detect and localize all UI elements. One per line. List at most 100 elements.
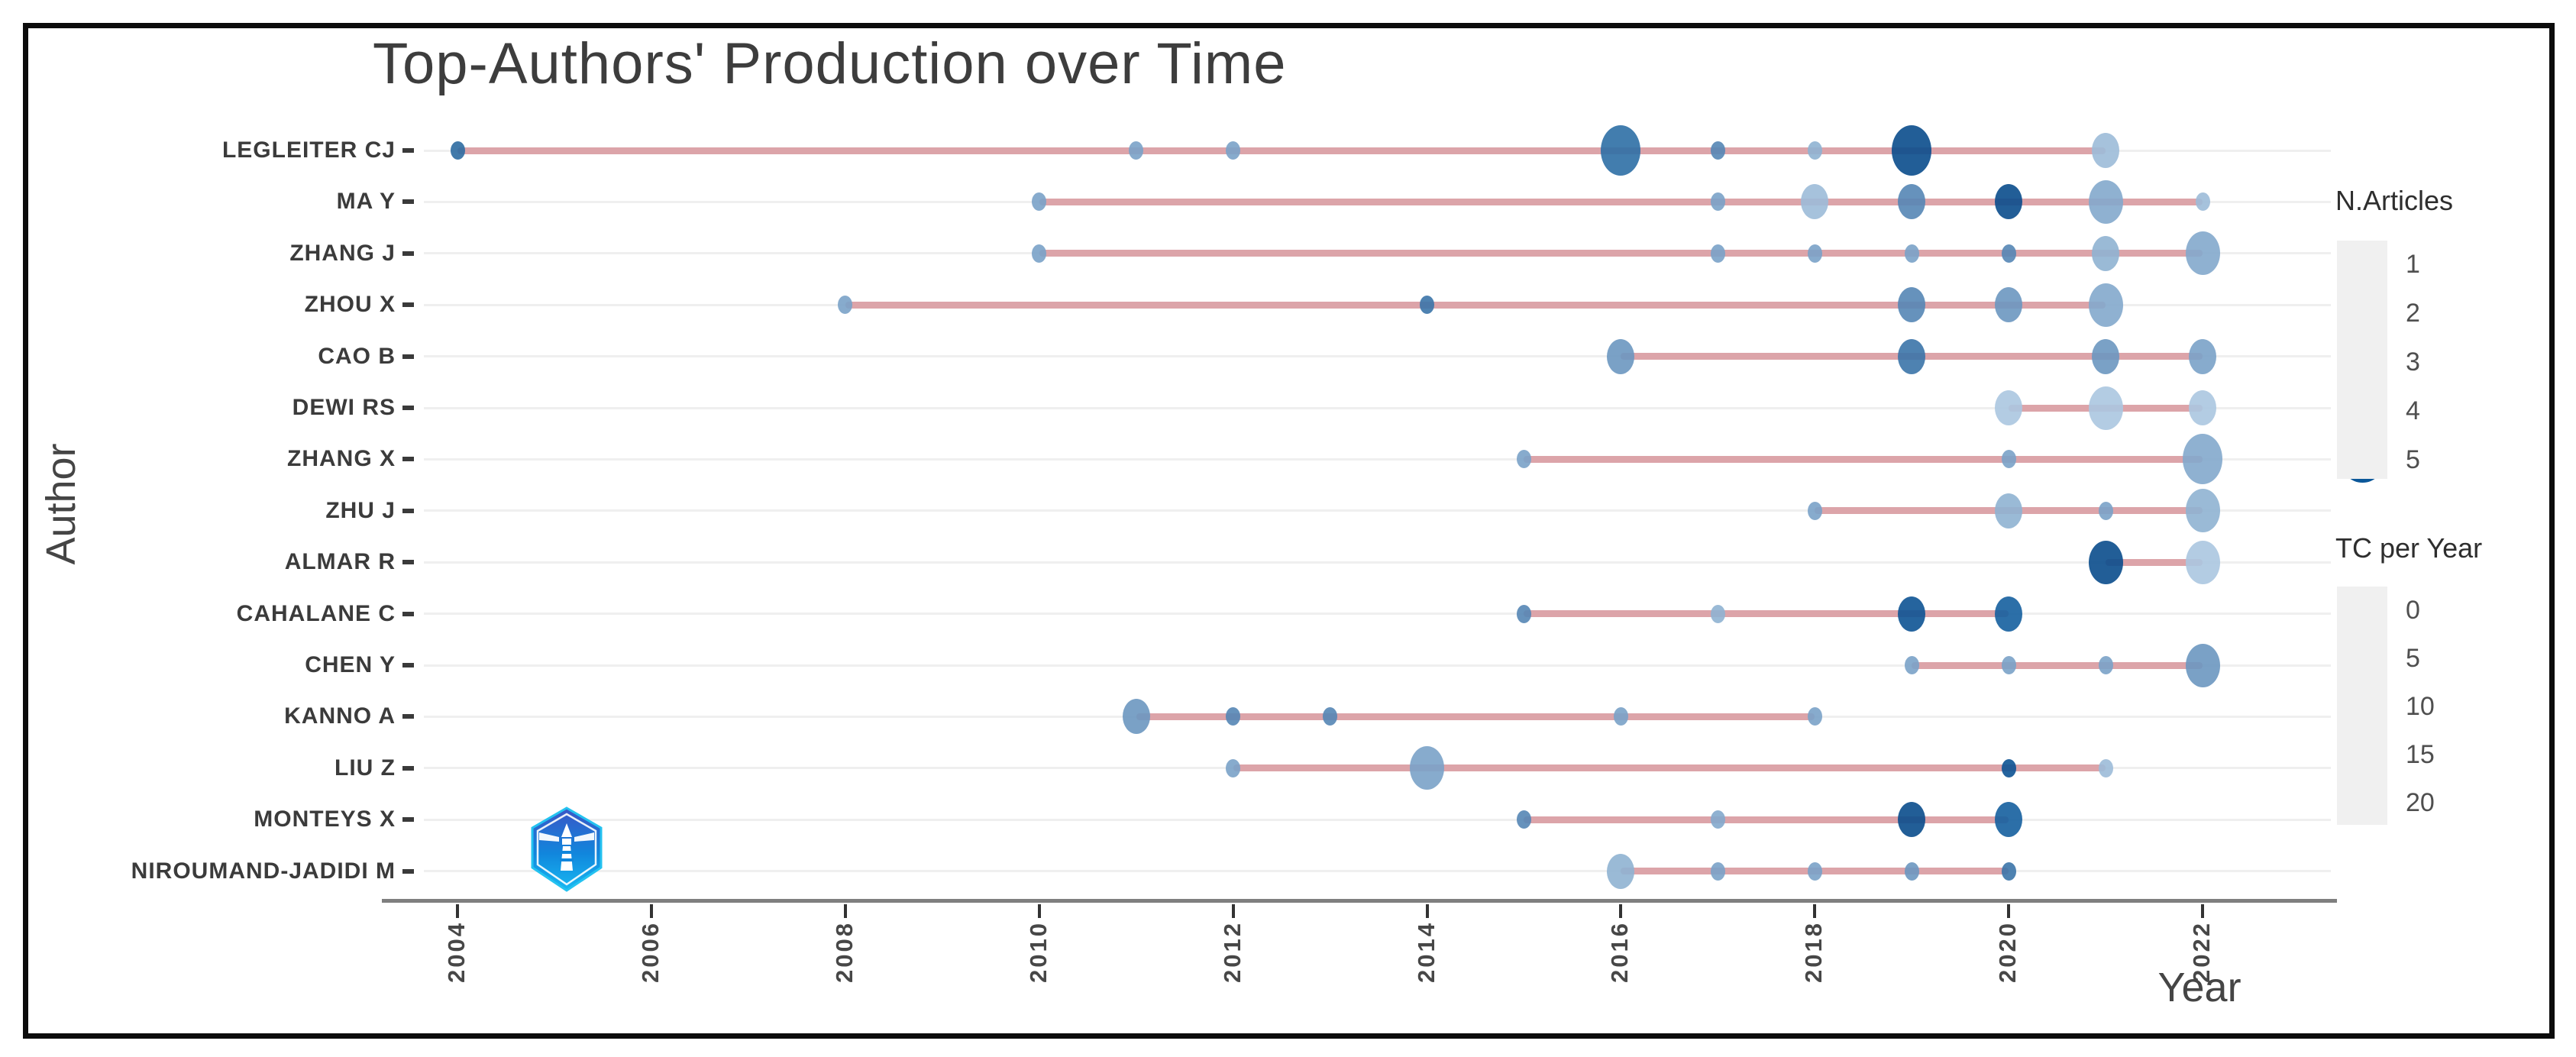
production-dot — [1516, 450, 1531, 469]
row-gridline — [424, 870, 2331, 873]
production-dot — [1226, 141, 1241, 160]
production-dot — [1995, 390, 2023, 425]
legend-size-label: 4 — [2406, 396, 2420, 425]
production-dot — [1807, 244, 1822, 263]
production-dot — [1516, 810, 1531, 829]
legend-color-label: 15 — [2406, 740, 2435, 769]
x-axis-tick-label: 2012 — [1218, 921, 1246, 983]
x-axis-tick-label: 2020 — [1994, 921, 2022, 983]
row-gridline — [424, 561, 2331, 564]
production-dot — [1995, 596, 2023, 632]
production-dot — [1226, 758, 1241, 777]
author-timeline-line — [1524, 610, 2009, 618]
production-dot — [1995, 287, 2023, 323]
production-dot — [1710, 810, 1725, 829]
y-axis-author-label: LEGLEITER CJ — [221, 137, 396, 163]
production-dot — [1807, 707, 1822, 726]
production-dot — [1710, 141, 1725, 160]
production-dot — [1410, 746, 1444, 790]
x-axis-tick-label: 2008 — [830, 921, 858, 983]
legend-color-label: 20 — [2406, 788, 2435, 817]
chart-title: Top-Authors' Production over Time — [373, 31, 1287, 96]
x-axis-tick — [1813, 904, 1817, 918]
production-dot — [2001, 758, 2016, 777]
x-axis-tick — [2201, 904, 2205, 918]
production-dot — [1904, 861, 1919, 881]
legend-color-label: 10 — [2406, 692, 2435, 721]
y-axis-author-label: ALMAR R — [284, 549, 396, 575]
production-dot — [1995, 184, 2023, 220]
y-axis-tick — [402, 663, 414, 667]
production-dot — [2189, 338, 2217, 374]
production-dot — [2088, 179, 2123, 224]
x-axis-tick-label: 2016 — [1606, 921, 1634, 983]
row-gridline — [424, 509, 2331, 512]
y-axis-author-label: MONTEYS X — [254, 806, 396, 832]
y-axis-author-label: ZHU J — [325, 497, 396, 523]
legend-articles-strip — [2337, 241, 2387, 479]
chart-frame — [23, 23, 2555, 1039]
x-axis-tick — [1231, 904, 1235, 918]
production-dot — [838, 296, 853, 315]
row-gridline — [424, 355, 2331, 358]
production-dot — [1904, 244, 1919, 263]
production-dot — [1898, 184, 1926, 220]
author-timeline-line — [1136, 713, 1815, 720]
y-axis-tick — [402, 868, 414, 874]
y-axis-tick — [402, 251, 414, 256]
production-dot — [1995, 802, 2023, 838]
production-dot — [2185, 231, 2220, 276]
x-axis-line — [382, 899, 2337, 903]
author-timeline-line — [457, 147, 2106, 154]
y-axis-author-label: KANNO A — [284, 703, 396, 729]
legend-size-label: 5 — [2406, 445, 2420, 474]
production-dot — [1710, 604, 1725, 623]
y-axis-author-label: LIU Z — [335, 755, 396, 781]
production-dot — [1801, 184, 1829, 220]
lighthouse-hexagon-logo — [531, 806, 603, 892]
production-dot — [2185, 489, 2220, 533]
author-timeline-line — [1912, 661, 2203, 669]
x-axis-tick — [1619, 904, 1623, 918]
production-dot — [2185, 643, 2220, 687]
production-dot — [2189, 390, 2217, 425]
production-dot — [2092, 338, 2120, 374]
production-dot — [2098, 501, 2113, 520]
y-axis-title: Author — [38, 443, 84, 565]
row-gridline — [424, 818, 2331, 821]
author-timeline-line — [1524, 455, 2203, 463]
x-axis-tick — [2007, 904, 2011, 918]
y-axis-tick — [402, 148, 414, 153]
production-dot — [2088, 540, 2123, 584]
production-dot — [2098, 758, 2113, 777]
production-dot — [2001, 861, 2016, 881]
author-timeline-line — [1039, 198, 2203, 205]
y-axis-tick — [402, 765, 414, 771]
x-axis-tick-label: 2014 — [1412, 921, 1440, 983]
production-dot — [1607, 338, 1635, 374]
y-axis-author-label: MA Y — [336, 189, 396, 215]
y-axis-tick — [402, 714, 414, 719]
x-axis-tick-label: 2004 — [443, 921, 470, 983]
production-dot — [1613, 707, 1628, 726]
production-dot — [450, 141, 465, 160]
x-axis-tick — [649, 904, 653, 918]
production-dot — [1122, 699, 1150, 735]
x-axis-tick — [1425, 904, 1429, 918]
production-dot — [1032, 244, 1047, 263]
y-axis-tick — [402, 406, 414, 410]
production-dot — [1032, 192, 1047, 212]
y-axis-tick — [402, 508, 414, 513]
production-dot — [1129, 141, 1144, 160]
production-dot — [1226, 707, 1241, 726]
y-axis-author-label: CAO B — [318, 343, 396, 369]
production-dot — [2001, 656, 2016, 674]
author-timeline-line — [1039, 250, 2203, 257]
production-dot — [1807, 141, 1822, 160]
production-dot — [2001, 244, 2016, 263]
production-dot — [1995, 493, 2023, 528]
author-timeline-line — [845, 301, 2106, 309]
author-timeline-line — [2106, 558, 2203, 566]
production-dot — [1607, 853, 1635, 889]
